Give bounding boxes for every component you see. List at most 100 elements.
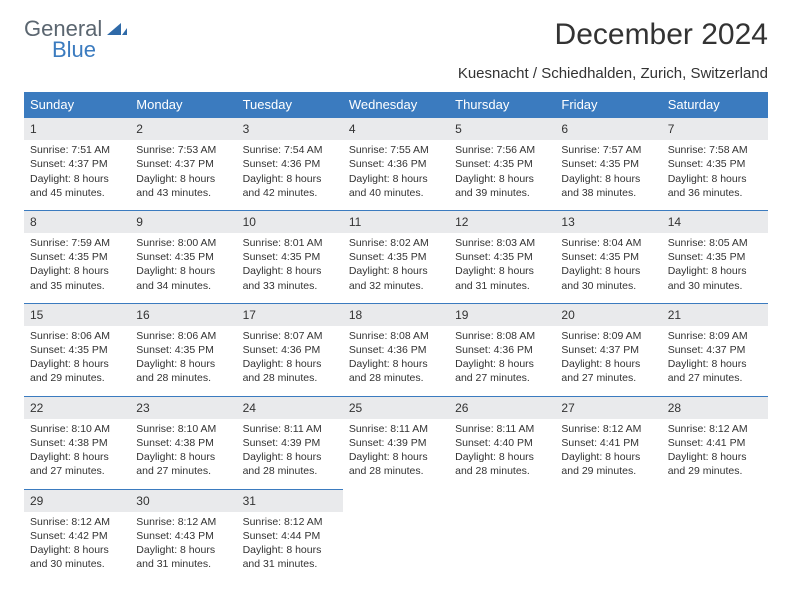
weekday-header: Friday	[555, 92, 661, 118]
day-detail: Sunrise: 7:55 AMSunset: 4:36 PMDaylight:…	[343, 140, 449, 210]
sunset-line: Sunset: 4:37 PM	[668, 343, 762, 357]
week-detail-row: Sunrise: 7:59 AMSunset: 4:35 PMDaylight:…	[24, 233, 768, 303]
sunset-line: Sunset: 4:35 PM	[561, 250, 655, 264]
sunrise-line: Sunrise: 8:04 AM	[561, 236, 655, 250]
daylight-line: Daylight: 8 hours and 32 minutes.	[349, 264, 443, 292]
sunset-line: Sunset: 4:43 PM	[136, 529, 230, 543]
sunset-line: Sunset: 4:37 PM	[561, 343, 655, 357]
daylight-line: Daylight: 8 hours and 42 minutes.	[243, 172, 337, 200]
day-number: 29	[24, 489, 130, 512]
page-title: December 2024	[555, 18, 768, 52]
daylight-line: Daylight: 8 hours and 30 minutes.	[561, 264, 655, 292]
sunset-line: Sunset: 4:36 PM	[455, 343, 549, 357]
daylight-line: Daylight: 8 hours and 33 minutes.	[243, 264, 337, 292]
sunrise-line: Sunrise: 8:06 AM	[30, 329, 124, 343]
daylight-line: Daylight: 8 hours and 43 minutes.	[136, 172, 230, 200]
sunset-line: Sunset: 4:35 PM	[30, 343, 124, 357]
day-detail: Sunrise: 8:00 AMSunset: 4:35 PMDaylight:…	[130, 233, 236, 303]
sunset-line: Sunset: 4:35 PM	[349, 250, 443, 264]
day-number: 11	[343, 210, 449, 233]
sunrise-line: Sunrise: 8:02 AM	[349, 236, 443, 250]
week-detail-row: Sunrise: 7:51 AMSunset: 4:37 PMDaylight:…	[24, 140, 768, 210]
daylight-line: Daylight: 8 hours and 28 minutes.	[349, 357, 443, 385]
daylight-line: Daylight: 8 hours and 35 minutes.	[30, 264, 124, 292]
daylight-line: Daylight: 8 hours and 27 minutes.	[455, 357, 549, 385]
day-number: 24	[237, 396, 343, 419]
sunset-line: Sunset: 4:40 PM	[455, 436, 549, 450]
daylight-line: Daylight: 8 hours and 30 minutes.	[30, 543, 124, 571]
day-detail: Sunrise: 8:09 AMSunset: 4:37 PMDaylight:…	[555, 326, 661, 396]
sunrise-line: Sunrise: 8:09 AM	[561, 329, 655, 343]
day-detail: Sunrise: 7:58 AMSunset: 4:35 PMDaylight:…	[662, 140, 768, 210]
week-detail-row: Sunrise: 8:06 AMSunset: 4:35 PMDaylight:…	[24, 326, 768, 396]
sunset-line: Sunset: 4:38 PM	[30, 436, 124, 450]
sunrise-line: Sunrise: 8:10 AM	[30, 422, 124, 436]
day-detail: Sunrise: 8:10 AMSunset: 4:38 PMDaylight:…	[24, 419, 130, 489]
day-detail: Sunrise: 8:06 AMSunset: 4:35 PMDaylight:…	[130, 326, 236, 396]
day-number: 18	[343, 303, 449, 326]
day-number: 13	[555, 210, 661, 233]
sunrise-line: Sunrise: 8:09 AM	[668, 329, 762, 343]
sunrise-line: Sunrise: 7:57 AM	[561, 143, 655, 157]
week-daynum-row: 293031	[24, 489, 768, 512]
sunrise-line: Sunrise: 8:11 AM	[243, 422, 337, 436]
week-detail-row: Sunrise: 8:10 AMSunset: 4:38 PMDaylight:…	[24, 419, 768, 489]
weekday-header: Sunday	[24, 92, 130, 118]
sunrise-line: Sunrise: 7:58 AM	[668, 143, 762, 157]
sunset-line: Sunset: 4:35 PM	[136, 343, 230, 357]
sunrise-line: Sunrise: 8:03 AM	[455, 236, 549, 250]
day-detail: Sunrise: 8:04 AMSunset: 4:35 PMDaylight:…	[555, 233, 661, 303]
empty-cell	[449, 489, 555, 512]
day-number: 17	[237, 303, 343, 326]
day-number: 22	[24, 396, 130, 419]
day-number: 10	[237, 210, 343, 233]
day-detail: Sunrise: 8:12 AMSunset: 4:41 PMDaylight:…	[662, 419, 768, 489]
sunrise-line: Sunrise: 8:07 AM	[243, 329, 337, 343]
day-number: 26	[449, 396, 555, 419]
sunset-line: Sunset: 4:42 PM	[30, 529, 124, 543]
sunrise-line: Sunrise: 8:11 AM	[455, 422, 549, 436]
day-number: 19	[449, 303, 555, 326]
sunrise-line: Sunrise: 8:12 AM	[136, 515, 230, 529]
day-number: 25	[343, 396, 449, 419]
day-number: 9	[130, 210, 236, 233]
daylight-line: Daylight: 8 hours and 34 minutes.	[136, 264, 230, 292]
daylight-line: Daylight: 8 hours and 30 minutes.	[668, 264, 762, 292]
day-number: 4	[343, 118, 449, 141]
day-detail: Sunrise: 8:11 AMSunset: 4:39 PMDaylight:…	[343, 419, 449, 489]
day-detail: Sunrise: 7:53 AMSunset: 4:37 PMDaylight:…	[130, 140, 236, 210]
sunrise-line: Sunrise: 7:59 AM	[30, 236, 124, 250]
sunset-line: Sunset: 4:44 PM	[243, 529, 337, 543]
sunrise-line: Sunrise: 8:08 AM	[349, 329, 443, 343]
daylight-line: Daylight: 8 hours and 27 minutes.	[30, 450, 124, 478]
week-daynum-row: 15161718192021	[24, 303, 768, 326]
day-detail: Sunrise: 8:12 AMSunset: 4:44 PMDaylight:…	[237, 512, 343, 582]
empty-cell	[449, 512, 555, 582]
logo-line2: Blue	[52, 39, 127, 61]
daylight-line: Daylight: 8 hours and 27 minutes.	[136, 450, 230, 478]
daylight-line: Daylight: 8 hours and 28 minutes.	[243, 450, 337, 478]
day-number: 30	[130, 489, 236, 512]
day-detail: Sunrise: 8:08 AMSunset: 4:36 PMDaylight:…	[449, 326, 555, 396]
weekday-header: Wednesday	[343, 92, 449, 118]
daylight-line: Daylight: 8 hours and 28 minutes.	[455, 450, 549, 478]
day-detail: Sunrise: 8:10 AMSunset: 4:38 PMDaylight:…	[130, 419, 236, 489]
day-detail: Sunrise: 8:03 AMSunset: 4:35 PMDaylight:…	[449, 233, 555, 303]
week-daynum-row: 891011121314	[24, 210, 768, 233]
sunset-line: Sunset: 4:39 PM	[349, 436, 443, 450]
sunset-line: Sunset: 4:35 PM	[30, 250, 124, 264]
sunset-line: Sunset: 4:37 PM	[30, 157, 124, 171]
day-detail: Sunrise: 8:12 AMSunset: 4:42 PMDaylight:…	[24, 512, 130, 582]
sunset-line: Sunset: 4:36 PM	[243, 157, 337, 171]
day-number: 21	[662, 303, 768, 326]
day-number: 12	[449, 210, 555, 233]
sunrise-line: Sunrise: 8:11 AM	[349, 422, 443, 436]
day-detail: Sunrise: 8:06 AMSunset: 4:35 PMDaylight:…	[24, 326, 130, 396]
day-detail: Sunrise: 7:54 AMSunset: 4:36 PMDaylight:…	[237, 140, 343, 210]
sunset-line: Sunset: 4:35 PM	[136, 250, 230, 264]
day-number: 16	[130, 303, 236, 326]
daylight-line: Daylight: 8 hours and 27 minutes.	[668, 357, 762, 385]
day-detail: Sunrise: 7:56 AMSunset: 4:35 PMDaylight:…	[449, 140, 555, 210]
empty-cell	[555, 512, 661, 582]
daylight-line: Daylight: 8 hours and 36 minutes.	[668, 172, 762, 200]
